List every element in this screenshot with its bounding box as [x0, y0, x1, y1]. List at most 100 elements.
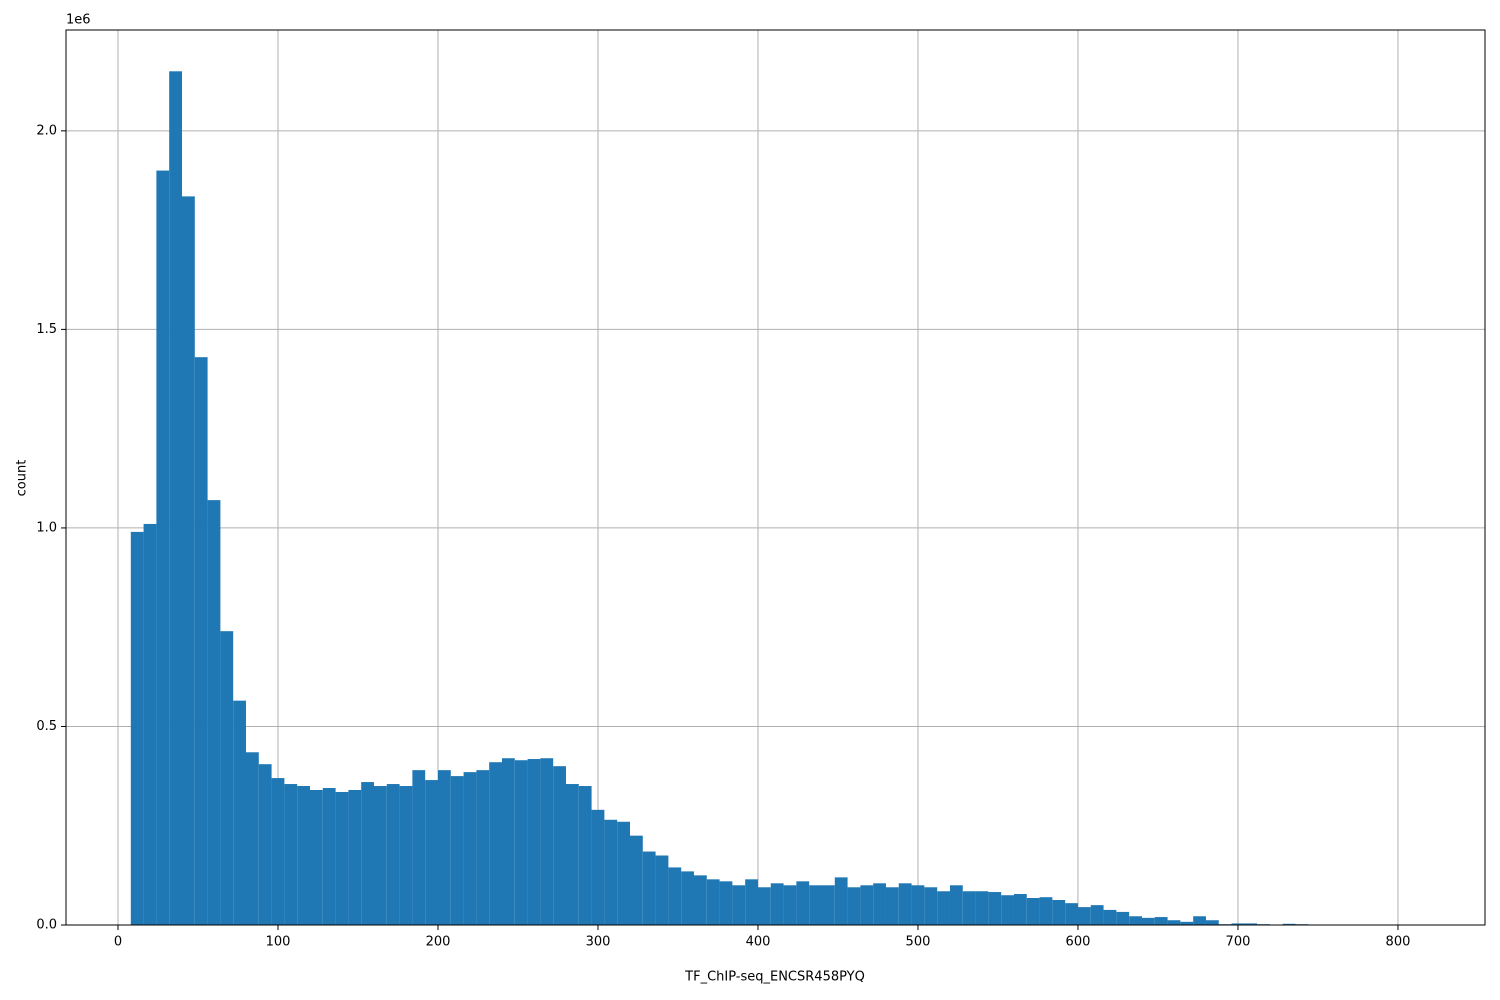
bar — [809, 885, 822, 925]
bar — [578, 786, 592, 925]
bar — [693, 875, 707, 925]
y-tick-label: 1.0 — [36, 520, 57, 535]
bar — [745, 879, 758, 925]
y-tick-label: 2.0 — [36, 123, 57, 138]
bar — [783, 885, 797, 925]
bar — [450, 776, 464, 925]
bar — [617, 821, 630, 925]
bar — [271, 778, 285, 925]
bar — [975, 891, 989, 925]
bar — [898, 883, 912, 925]
bar — [207, 500, 221, 925]
bar — [847, 887, 861, 925]
bar — [565, 784, 579, 925]
y-tick-label: 0.5 — [36, 719, 57, 734]
bar — [361, 782, 374, 925]
bar — [885, 887, 899, 925]
bar — [642, 851, 656, 925]
bar — [591, 809, 605, 925]
bar — [1244, 923, 1258, 925]
x-tick-label: 600 — [1066, 935, 1091, 950]
x-tick-label: 100 — [266, 935, 291, 950]
bar — [1039, 897, 1053, 925]
bar — [425, 780, 438, 925]
bar — [489, 762, 502, 925]
bar — [373, 786, 387, 925]
x-tick-label: 0 — [114, 935, 122, 950]
bar — [1090, 905, 1104, 925]
bar — [1180, 921, 1194, 925]
bar — [297, 786, 310, 925]
bar — [1193, 916, 1206, 925]
bar — [1065, 903, 1078, 925]
bar — [1154, 917, 1168, 925]
bar — [821, 885, 835, 925]
bar — [1116, 911, 1130, 925]
bar — [1103, 909, 1117, 925]
bar — [757, 887, 771, 925]
bar — [668, 867, 682, 925]
bar — [514, 760, 528, 925]
bar — [719, 881, 733, 925]
bar — [1231, 923, 1245, 925]
bar — [437, 770, 451, 925]
bar — [143, 523, 157, 925]
bar — [412, 770, 426, 925]
bar — [1077, 907, 1091, 925]
bar — [463, 772, 477, 925]
bar — [860, 885, 874, 925]
bar — [629, 835, 643, 925]
bar — [1282, 923, 1296, 925]
bar — [1052, 899, 1066, 925]
bar — [322, 788, 336, 925]
x-tick-label: 300 — [586, 935, 611, 950]
bar — [604, 819, 618, 925]
x-tick-label: 800 — [1386, 935, 1411, 950]
bar — [245, 752, 259, 925]
x-tick-label: 200 — [426, 935, 451, 950]
bar — [386, 784, 400, 925]
y-tick-label: 1.5 — [36, 322, 57, 337]
bar — [130, 531, 144, 925]
bar — [681, 871, 694, 925]
bar — [1167, 920, 1181, 925]
bar — [169, 71, 182, 925]
bar — [1013, 894, 1027, 925]
y-tick-label: 0.0 — [36, 918, 57, 933]
bar — [1026, 897, 1040, 925]
bar — [527, 759, 541, 925]
bar — [258, 764, 272, 925]
bar — [1129, 916, 1142, 925]
bar — [706, 879, 720, 925]
bar — [181, 196, 195, 925]
plot-frame — [65, 29, 1486, 926]
x-tick-label: 500 — [906, 935, 931, 950]
bar — [233, 700, 246, 925]
bar — [988, 892, 1002, 925]
bar — [873, 883, 886, 925]
bar — [1001, 895, 1014, 925]
bar — [501, 758, 515, 925]
bar — [540, 758, 554, 925]
bar — [156, 170, 170, 925]
bar — [937, 891, 950, 925]
x-tick-label: 700 — [1226, 935, 1251, 950]
bar-layer — [130, 71, 1309, 925]
x-axis-label: TF_ChIP-seq_ENCSR458PYQ — [684, 970, 865, 985]
x-tick-label: 400 — [746, 935, 771, 950]
bar — [911, 885, 925, 925]
y-offset-label: 1e6 — [66, 13, 91, 28]
bar — [348, 789, 362, 925]
bar — [732, 885, 746, 925]
bar — [770, 883, 784, 925]
bar — [796, 881, 810, 925]
bar — [1205, 920, 1219, 925]
bar — [949, 885, 963, 925]
bar — [655, 855, 669, 925]
y-axis-label: count — [15, 460, 30, 497]
bar — [962, 891, 976, 925]
bar — [834, 877, 848, 925]
bar — [335, 791, 349, 925]
bar — [399, 786, 413, 925]
